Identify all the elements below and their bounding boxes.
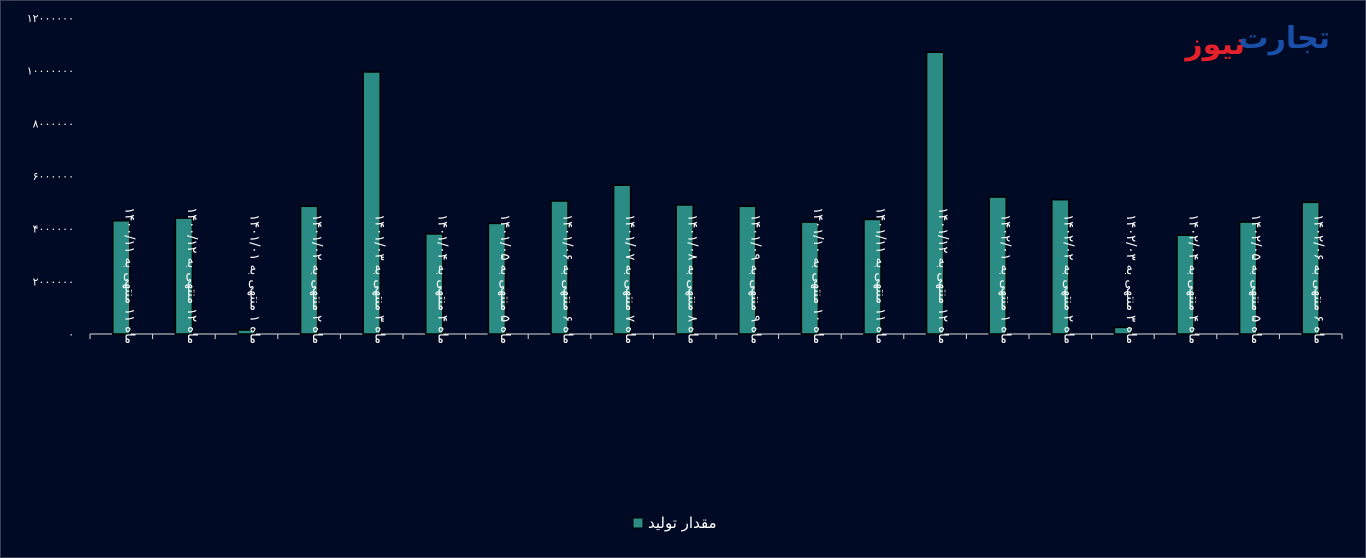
bar[interactable]	[487, 222, 507, 335]
x-tick-label: ماه ۱ منتهی به ۱۴۰۱/۰۱	[247, 214, 262, 344]
x-tick-label: ماه ۵ منتهی به ۱۴۰۱/۰۵	[497, 214, 512, 344]
y-tick-label: ۸۰۰۰۰۰۰	[33, 117, 74, 130]
bars	[112, 51, 1320, 335]
bar[interactable]	[1176, 234, 1195, 335]
x-tick-label: ماه ۱۱ منتهی به ۱۴۰۰/۱۱	[121, 207, 136, 344]
bar[interactable]	[237, 329, 256, 335]
legend-swatch-icon	[632, 517, 644, 529]
x-tick-label: ماه ۵ منتهی به ۱۴۰۲/۰۵	[1248, 214, 1263, 344]
x-tick-label: ماه ۱ منتهی به ۱۴۰۲/۰۱	[998, 214, 1013, 344]
y-tick-label: ۱۲۰۰۰۰۰۰	[27, 12, 74, 25]
x-tick-label: ماه ۱۲ منتهی به ۱۴۰۰/۱۲	[184, 207, 199, 344]
bar[interactable]	[675, 204, 694, 335]
bar[interactable]	[612, 184, 632, 335]
x-tick-label: ماه ۳ منتهی به ۱۴۰۱/۰۳	[372, 214, 387, 344]
x-tick-label: ماه ۶ منتهی به ۱۴۰۲/۰۶	[1311, 214, 1326, 344]
bar[interactable]	[112, 220, 131, 335]
bar[interactable]	[1301, 201, 1320, 335]
bar[interactable]	[362, 71, 381, 335]
x-tick-label: ماه ۴ منتهی به ۱۴۰۱/۰۴	[434, 214, 449, 344]
x-tick-label: ماه ۷ منتهی به ۱۴۰۱/۰۷	[622, 214, 637, 344]
x-axis: ماه ۱۱ منتهی به ۱۴۰۰/۱۱ ماه ۱۲ منتهی به ۱…	[89, 207, 1343, 344]
bar[interactable]	[1051, 198, 1070, 335]
bar[interactable]	[863, 218, 882, 335]
y-tick-label: ۰	[68, 328, 74, 341]
bar[interactable]	[738, 205, 757, 335]
bar[interactable]	[1238, 221, 1258, 335]
y-axis: ۰ ۲۰۰۰۰۰۰ ۴۰۰۰۰۰۰ ۶۰۰۰۰۰۰ ۸۰۰۰۰۰۰ ۱۰۰۰۰۰۰۰ ۱۲۰…	[27, 12, 74, 341]
logo-text-part2: نیوز	[1183, 27, 1245, 62]
bar[interactable]	[425, 233, 444, 335]
y-tick-label: ۶۰۰۰۰۰۰	[33, 170, 74, 183]
x-tick-label: ماه ۲ منتهی به ۱۴۰۲/۰۲	[1060, 214, 1075, 344]
x-tick-label: ماه ۸ منتهی به ۱۴۰۱/۰۸	[685, 214, 700, 344]
x-tick-label: ماه ۲ منتهی به ۱۴۰۱/۰۲	[309, 214, 324, 344]
bar[interactable]	[299, 205, 319, 335]
x-tick-label: ماه ۶ منتهی به ۱۴۰۱/۰۶	[560, 214, 575, 344]
x-tick-label: ماه ۱۰ منتهی به ۱۴۰۱/۱۰	[810, 207, 825, 344]
y-tick-label: ۲۰۰۰۰۰۰	[33, 275, 74, 288]
x-tick-label: ماه ۴ منتهی به ۱۴۰۲/۰۴	[1186, 214, 1201, 344]
bar[interactable]	[1113, 326, 1133, 335]
legend-label: مقدار تولید	[648, 514, 717, 532]
logo-text-part1: تجارت	[1238, 21, 1330, 56]
bar[interactable]	[550, 200, 569, 335]
logo: تجارت نیوز	[1183, 21, 1330, 62]
bar[interactable]	[988, 196, 1007, 335]
bar[interactable]	[800, 221, 820, 335]
bar[interactable]	[925, 51, 945, 335]
x-tick-label: ماه ۳ منتهی به ۱۴۰۲/۰۳	[1123, 214, 1138, 344]
y-tick-label: ۱۰۰۰۰۰۰۰	[27, 65, 74, 78]
bar[interactable]	[174, 217, 194, 335]
x-tick-label: ماه ۹ منتهی به ۱۴۰۱/۰۹	[747, 214, 762, 344]
x-tick-label: ماه ۱۱ منتهی به ۱۴۰۱/۱۱	[873, 207, 888, 344]
x-tick-label: ماه ۱۲ منتهی به ۱۴۰۱/۱۲	[935, 207, 950, 344]
y-tick-label: ۴۰۰۰۰۰۰	[33, 223, 74, 236]
legend[interactable]: مقدار تولید	[632, 514, 717, 532]
